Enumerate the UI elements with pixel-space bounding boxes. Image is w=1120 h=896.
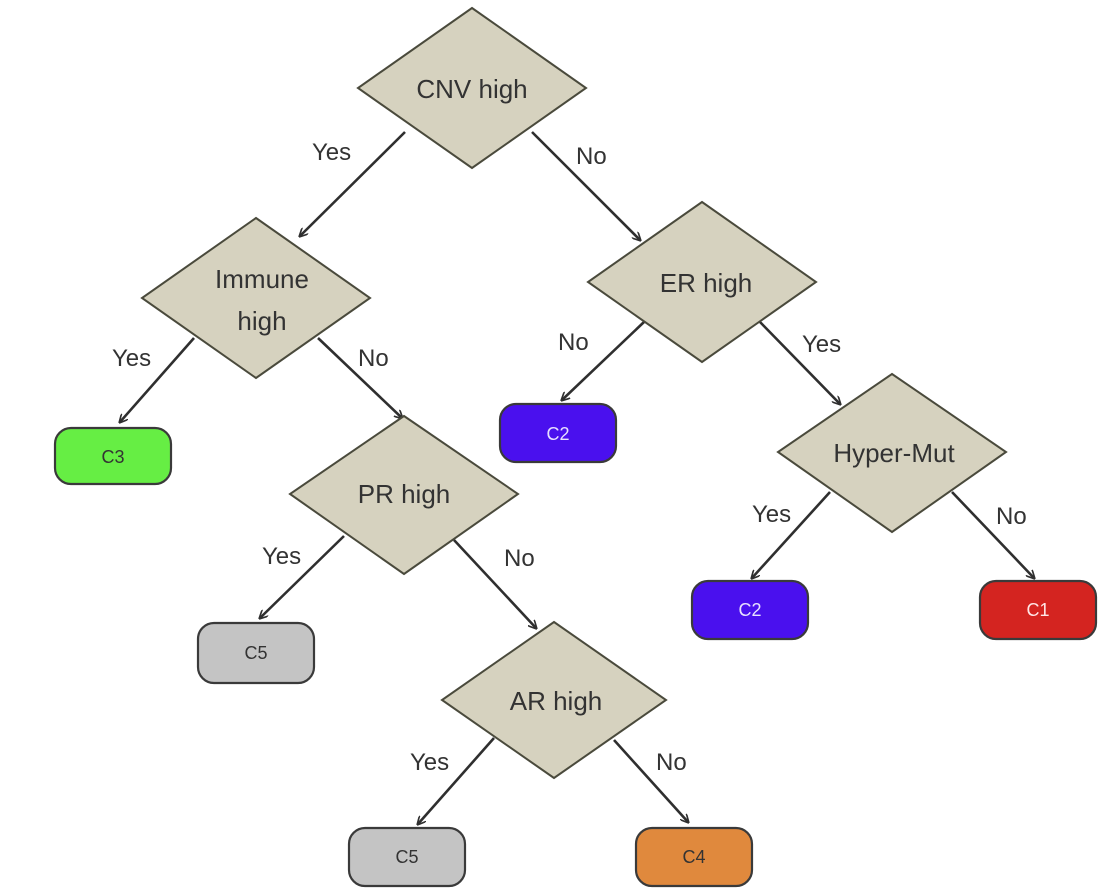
node-label-immune-line2: high: [237, 306, 286, 336]
edge-label-immune-no: No: [358, 345, 389, 372]
edge-er-yes: [759, 321, 840, 404]
edge-label-ar-no: No: [656, 749, 687, 776]
leaf-label-c5-pr: C5: [244, 643, 267, 663]
edge-label-pr-no: No: [504, 545, 535, 572]
leaf-c3: C3: [53, 426, 173, 486]
edge-ar-yes: [418, 737, 495, 824]
edge-cnv-yes: [300, 131, 406, 236]
leaf-c5-ar-box: [347, 826, 467, 888]
node-label-cnv: CNV high: [416, 74, 527, 104]
decision-node-immune: Immune high: [140, 216, 372, 380]
leaf-c2-hyper: C2: [690, 579, 810, 641]
leaf-c2-hyper-box: [690, 579, 810, 641]
edge-labels: Yes No Yes No No Yes Yes No Yes No Yes N…: [112, 139, 1027, 776]
edge-immune-no: [317, 337, 402, 418]
leaf-label-c3: C3: [101, 447, 124, 467]
node-label-er: ER high: [660, 268, 753, 298]
edge-label-hyper-yes: Yes: [752, 501, 791, 528]
edge-pr-no: [453, 539, 536, 628]
edge-label-pr-yes: Yes: [262, 543, 301, 570]
decision-node-cnv: CNV high: [356, 6, 588, 170]
decision-node-hyper-mut: Hyper-Mut: [776, 372, 1008, 534]
node-label-ar: AR high: [510, 686, 603, 716]
edges: [120, 131, 1034, 824]
edge-label-cnv-yes: Yes: [312, 139, 351, 166]
leaf-c2-er: C2: [498, 402, 618, 464]
edge-label-er-no: No: [558, 329, 589, 356]
edge-hyper-no: [951, 491, 1034, 578]
edge-cnv-no: [531, 131, 640, 240]
decision-node-pr: PR high: [288, 414, 520, 576]
leaf-c1: C1: [978, 579, 1098, 641]
leaf-label-c2-hyper: C2: [738, 600, 761, 620]
leaf-c5-ar: C5: [347, 826, 467, 888]
leaf-c4: C4: [634, 826, 754, 888]
leaf-label-c1: C1: [1026, 600, 1049, 620]
edge-label-hyper-no: No: [996, 503, 1027, 530]
edge-er-no: [562, 321, 645, 400]
edge-immune-yes: [120, 337, 195, 422]
leaf-c5-pr: C5: [196, 621, 316, 685]
leaf-c4-box: [634, 826, 754, 888]
edge-label-cnv-no: No: [576, 143, 607, 170]
edge-pr-yes: [260, 535, 345, 618]
node-label-hyper-mut: Hyper-Mut: [833, 438, 955, 468]
edge-ar-no: [613, 739, 688, 822]
leaf-label-c5-ar: C5: [395, 847, 418, 867]
edge-label-er-yes: Yes: [802, 331, 841, 358]
leaf-c3-box: [53, 426, 173, 486]
leaf-c1-box: [978, 579, 1098, 641]
leaf-c2-er-box: [498, 402, 618, 464]
edge-hyper-yes: [752, 491, 831, 578]
edge-label-immune-yes: Yes: [112, 345, 151, 372]
node-label-pr: PR high: [358, 479, 451, 509]
leaf-c5-pr-box: [196, 621, 316, 685]
decision-node-ar: AR high: [440, 620, 668, 780]
edge-label-ar-yes: Yes: [410, 749, 449, 776]
leaf-label-c2-er: C2: [546, 424, 569, 444]
node-label-immune-line1: Immune: [215, 264, 309, 294]
leaf-label-c4: C4: [682, 847, 705, 867]
decision-node-er: ER high: [586, 200, 818, 364]
